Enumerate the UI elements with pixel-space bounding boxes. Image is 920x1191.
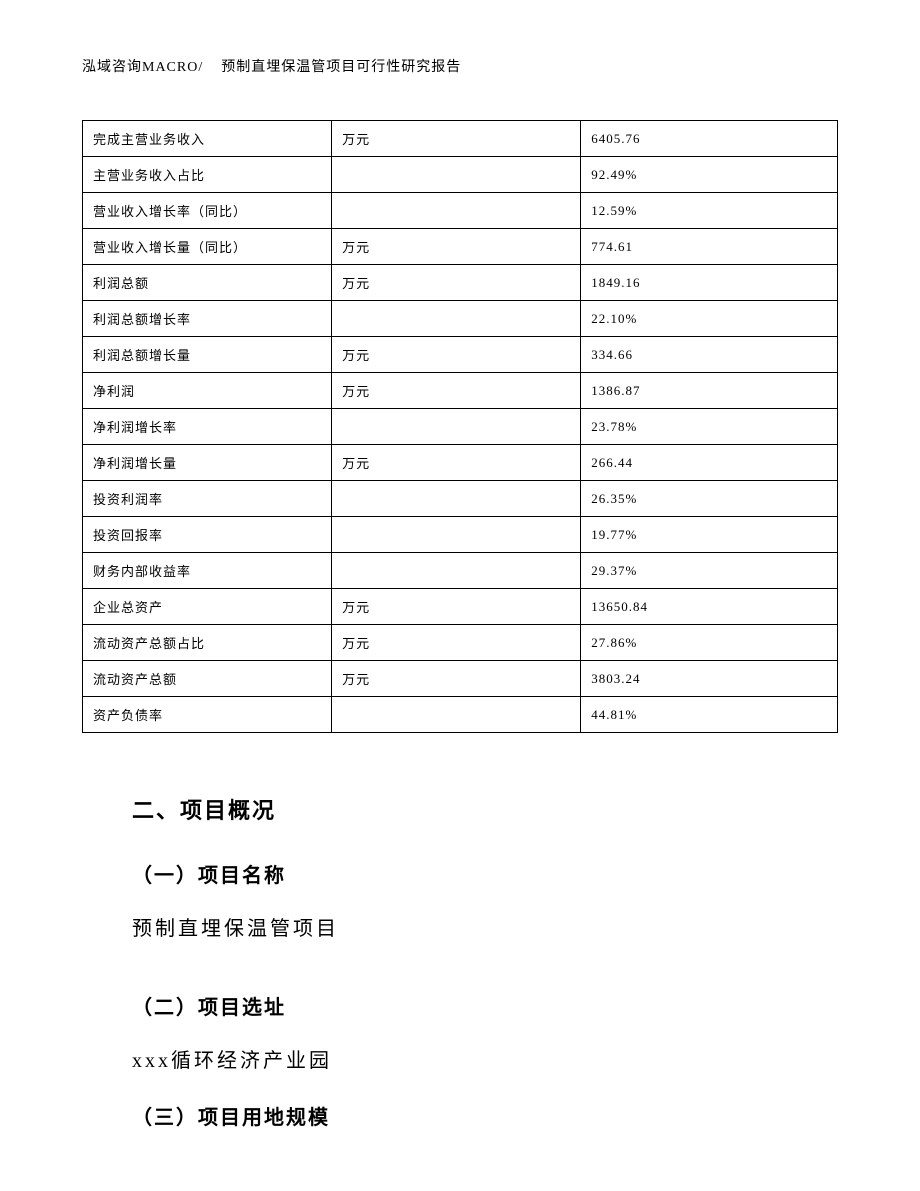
subsection-2-heading: （二）项目选址 [132,991,838,1020]
table-row: 流动资产总额占比万元27.86% [83,625,838,661]
section-heading-2: 二、项目概况 [132,793,838,825]
table-row: 利润总额万元1849.16 [83,265,838,301]
table-row: 利润总额增长量万元334.66 [83,337,838,373]
cell-value: 27.86% [581,625,838,661]
cell-value: 1849.16 [581,265,838,301]
cell-unit: 万元 [332,337,581,373]
subsection-2-body: xxx循环经济产业园 [132,1044,838,1073]
table-row: 利润总额增长率 22.10% [83,301,838,337]
table-row: 净利润增长率 23.78% [83,409,838,445]
cell-unit: 万元 [332,229,581,265]
cell-label: 投资利润率 [83,481,332,517]
cell-value: 22.10% [581,301,838,337]
cell-value: 26.35% [581,481,838,517]
cell-unit: 万元 [332,373,581,409]
cell-label: 流动资产总额 [83,661,332,697]
cell-label: 投资回报率 [83,517,332,553]
cell-label: 利润总额增长率 [83,301,332,337]
cell-value: 1386.87 [581,373,838,409]
table-row: 财务内部收益率 29.37% [83,553,838,589]
cell-unit: 万元 [332,445,581,481]
cell-value: 12.59% [581,193,838,229]
cell-value: 13650.84 [581,589,838,625]
cell-label: 净利润增长量 [83,445,332,481]
cell-label: 资产负债率 [83,697,332,733]
cell-label: 完成主营业务收入 [83,121,332,157]
cell-unit: 万元 [332,265,581,301]
cell-unit [332,193,581,229]
table-row: 投资利润率 26.35% [83,481,838,517]
table-row: 主营业务收入占比 92.49% [83,157,838,193]
cell-label: 营业收入增长量（同比） [83,229,332,265]
cell-value: 19.77% [581,517,838,553]
cell-unit [332,481,581,517]
table-row: 净利润万元1386.87 [83,373,838,409]
cell-unit [332,409,581,445]
cell-unit: 万元 [332,625,581,661]
cell-label: 营业收入增长率（同比） [83,193,332,229]
cell-label: 净利润增长率 [83,409,332,445]
header-doc-title: 预制直埋保温管项目可行性研究报告 [221,60,461,75]
cell-unit: 万元 [332,121,581,157]
cell-label: 主营业务收入占比 [83,157,332,193]
cell-value: 92.49% [581,157,838,193]
cell-unit [332,301,581,337]
page: 泓域咨询MACRO/ 预制直埋保温管项目可行性研究报告 完成主营业务收入万元64… [0,0,920,1191]
table-row: 企业总资产万元13650.84 [83,589,838,625]
cell-label: 企业总资产 [83,589,332,625]
table-row: 完成主营业务收入万元6405.76 [83,121,838,157]
cell-unit [332,157,581,193]
cell-value: 44.81% [581,697,838,733]
financial-table: 完成主营业务收入万元6405.76 主营业务收入占比92.49% 营业收入增长率… [82,120,838,733]
cell-value: 29.37% [581,553,838,589]
cell-label: 利润总额增长量 [83,337,332,373]
table-row: 投资回报率 19.77% [83,517,838,553]
table-row: 营业收入增长量（同比）万元774.61 [83,229,838,265]
cell-value: 3803.24 [581,661,838,697]
subsection-1-heading: （一）项目名称 [132,859,838,888]
cell-label: 利润总额 [83,265,332,301]
cell-value: 774.61 [581,229,838,265]
body-content: 二、项目概况 （一）项目名称 预制直埋保温管项目 （二）项目选址 xxx循环经济… [82,793,838,1130]
cell-value: 6405.76 [581,121,838,157]
cell-label: 净利润 [83,373,332,409]
cell-unit: 万元 [332,589,581,625]
table-row: 营业收入增长率（同比） 12.59% [83,193,838,229]
cell-label: 流动资产总额占比 [83,625,332,661]
cell-label: 财务内部收益率 [83,553,332,589]
cell-unit [332,553,581,589]
table-row: 流动资产总额万元3803.24 [83,661,838,697]
cell-value: 334.66 [581,337,838,373]
table-row: 资产负债率 44.81% [83,697,838,733]
cell-value: 266.44 [581,445,838,481]
page-header: 泓域咨询MACRO/ 预制直埋保温管项目可行性研究报告 [82,56,838,76]
subsection-3-heading: （三）项目用地规模 [132,1101,838,1130]
cell-unit [332,517,581,553]
cell-unit: 万元 [332,661,581,697]
cell-unit [332,697,581,733]
header-company: 泓域咨询MACRO/ [82,60,203,75]
subsection-1-body: 预制直埋保温管项目 [132,912,838,941]
cell-value: 23.78% [581,409,838,445]
table-row: 净利润增长量万元266.44 [83,445,838,481]
